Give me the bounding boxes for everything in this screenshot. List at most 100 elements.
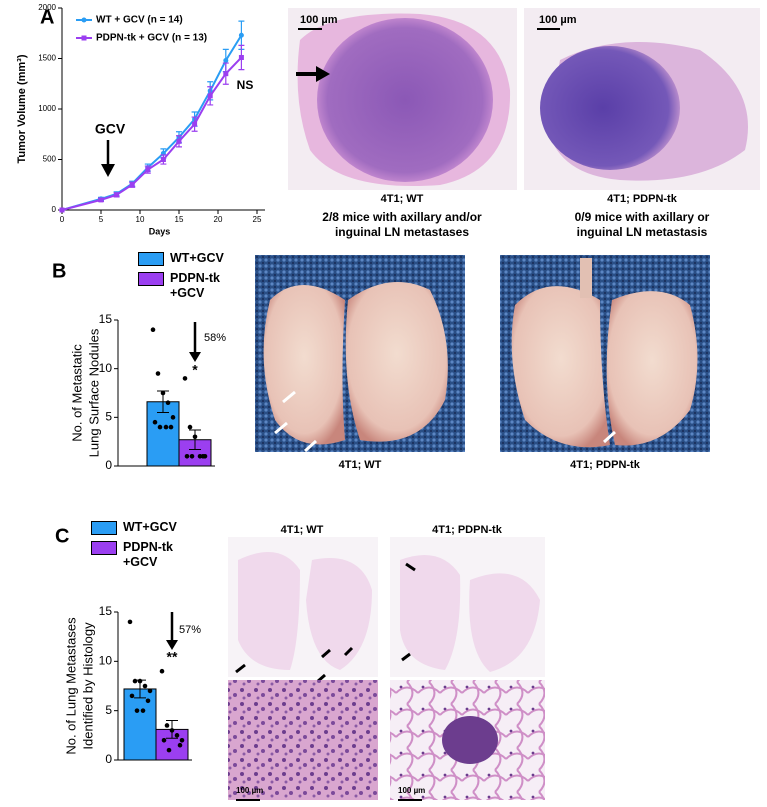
data-point <box>145 167 151 173</box>
annotation-arrow-head <box>101 164 115 177</box>
data-point <box>168 424 174 430</box>
y-tick-label: 15 <box>99 604 113 618</box>
x-axis-label: Days <box>149 226 171 236</box>
data-point <box>127 619 133 625</box>
panel-label: A <box>40 6 54 28</box>
data-point <box>161 737 167 743</box>
caption: 4T1; WT <box>281 524 324 536</box>
data-point <box>132 678 138 684</box>
error-bar <box>189 429 201 450</box>
lung-photo <box>255 255 465 453</box>
y-tick-label: 15 <box>99 312 113 326</box>
y-axis-label: Lung Surface Nodules <box>86 328 101 457</box>
data-point <box>114 192 120 198</box>
x-tick-label: 20 <box>214 215 223 224</box>
data-point <box>155 371 161 376</box>
data-point <box>140 708 146 713</box>
annotation-arrow-head <box>189 352 201 362</box>
data-point <box>238 32 244 38</box>
y-tick-label: 1500 <box>38 54 56 63</box>
panel-label: C <box>55 525 69 547</box>
data-point <box>189 453 195 459</box>
y-axis-label: No. of Lung Metastases <box>63 617 78 755</box>
data-point <box>176 138 182 144</box>
scale-label: 100 µm <box>539 14 577 26</box>
legend-entry: WT+GCV <box>170 251 224 265</box>
y-tick-label: 5 <box>105 410 112 424</box>
data-point <box>150 327 156 333</box>
caption: 2/8 mice with axillary and/or <box>322 210 482 224</box>
data-point <box>129 182 135 188</box>
data-point <box>164 723 170 728</box>
legend-marker <box>81 35 87 41</box>
y-tick-label: 0 <box>52 205 57 214</box>
caption: 0/9 mice with axillary or <box>575 210 710 224</box>
caption: inguinal LN metastases <box>335 225 469 239</box>
legend-entry: PDPN-tk +GCV <box>170 271 221 300</box>
y-axis-label: Identified by Histology <box>80 622 95 750</box>
data-point <box>192 121 198 127</box>
data-point <box>163 424 169 430</box>
data-point <box>200 453 206 459</box>
data-point <box>142 683 148 689</box>
data-point <box>169 728 175 733</box>
histology-image <box>288 8 517 190</box>
legend-swatch <box>91 521 117 535</box>
data-point <box>179 737 185 743</box>
annotation: 58% <box>204 332 226 344</box>
y-axis-label: No. of Metastatic <box>69 344 84 442</box>
legend-entry: WT+GCV <box>123 520 177 534</box>
y-tick-label: 10 <box>99 654 113 668</box>
legend-label: PDPN-tk + GCV (n = 13) <box>96 33 207 44</box>
data-point <box>159 668 165 674</box>
data-point <box>160 390 166 396</box>
annotation-arrow-head <box>166 640 178 650</box>
caption: 4T1; PDPN-tk <box>432 524 503 536</box>
legend-entry: PDPN-tk +GCV <box>123 540 174 569</box>
data-point <box>187 424 193 430</box>
data-point <box>134 708 140 713</box>
legend-swatch <box>138 252 164 266</box>
y-tick-label: 0 <box>105 752 112 766</box>
data-point <box>238 54 244 60</box>
annotation: ** <box>167 649 178 665</box>
data-point <box>223 58 229 64</box>
caption: 4T1; PDPN-tk <box>607 193 678 205</box>
scale-label: 100 µm <box>300 14 338 26</box>
scale-label: 100 µm <box>236 786 263 795</box>
legend-swatch <box>138 272 164 286</box>
y-tick-label: 0 <box>105 458 112 472</box>
legend-swatch <box>91 541 117 555</box>
annotation: 57% <box>179 624 201 636</box>
data-point <box>177 742 183 748</box>
data-point <box>192 434 198 440</box>
data-point <box>98 197 104 203</box>
caption: inguinal LN metastasis <box>577 225 708 239</box>
caption: 4T1; WT <box>381 193 424 205</box>
annotation: NS <box>237 78 254 92</box>
data-point <box>59 207 65 213</box>
histology-image <box>524 8 760 190</box>
x-tick-label: 0 <box>60 215 65 224</box>
legend-marker <box>81 17 87 23</box>
scale-label: 100 µm <box>398 786 425 795</box>
y-tick-label: 5 <box>105 703 112 717</box>
histology-image <box>390 537 545 801</box>
y-tick-label: 10 <box>99 361 113 375</box>
x-tick-label: 10 <box>136 215 145 224</box>
x-tick-label: 5 <box>99 215 104 224</box>
histology-image <box>228 537 378 801</box>
x-tick-label: 15 <box>175 215 184 224</box>
data-point <box>223 71 229 77</box>
caption: 4T1; WT <box>339 459 382 471</box>
data-point <box>160 157 166 162</box>
y-tick-label: 1000 <box>38 104 56 113</box>
legend-label: WT + GCV (n = 14) <box>96 15 183 26</box>
data-point <box>145 698 151 704</box>
data-point <box>165 400 171 406</box>
data-point <box>166 747 172 753</box>
data-point <box>207 93 213 99</box>
data-point <box>174 733 180 738</box>
caption: 4T1; PDPN-tk <box>570 459 641 471</box>
